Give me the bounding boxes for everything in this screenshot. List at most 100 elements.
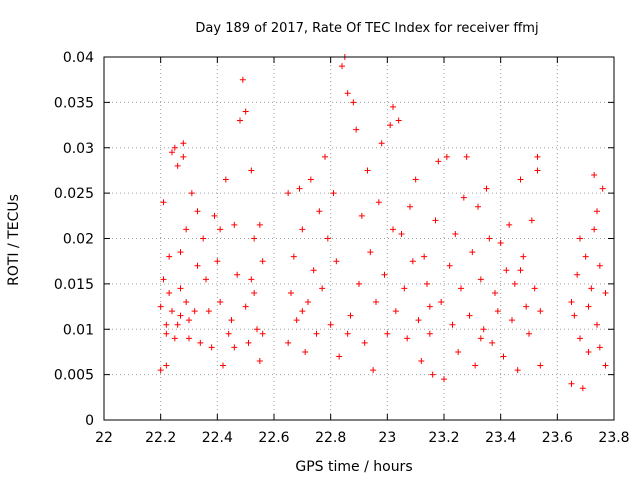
- data-point: [480, 326, 487, 333]
- x-tick-label: 23: [378, 430, 396, 446]
- data-point: [177, 249, 184, 256]
- data-point: [239, 76, 246, 83]
- data-point: [225, 330, 232, 337]
- data-point: [358, 212, 365, 219]
- data-point: [424, 280, 430, 287]
- data-point: [534, 153, 541, 160]
- x-tick-label: 22.2: [145, 430, 176, 446]
- data-point: [429, 371, 436, 378]
- data-point: [526, 330, 532, 337]
- x-tick-label: 23.8: [598, 430, 629, 446]
- data-point: [299, 226, 306, 233]
- data-point: [316, 208, 323, 215]
- data-point: [469, 249, 476, 256]
- data-point: [517, 267, 524, 274]
- data-point: [509, 317, 515, 324]
- data-point: [299, 308, 306, 315]
- data-point: [166, 253, 173, 260]
- data-point: [579, 385, 586, 392]
- data-point: [177, 312, 184, 319]
- data-point: [407, 203, 413, 210]
- data-point: [497, 240, 504, 247]
- data-point: [438, 299, 445, 306]
- data-point: [302, 348, 309, 355]
- data-point: [492, 289, 498, 296]
- data-point: [344, 330, 351, 337]
- data-point: [395, 117, 402, 124]
- data-point: [163, 362, 170, 369]
- data-point: [313, 330, 320, 337]
- data-point: [288, 289, 294, 296]
- data-point: [245, 339, 252, 346]
- y-tick-label: 0.015: [54, 277, 94, 293]
- data-point: [251, 289, 258, 296]
- data-point: [435, 158, 442, 165]
- data-point: [585, 303, 592, 310]
- data-point: [500, 353, 507, 360]
- data-point: [384, 330, 391, 337]
- data-point: [466, 312, 473, 319]
- data-point: [452, 230, 459, 237]
- data-point: [163, 321, 170, 328]
- data-point: [494, 308, 501, 315]
- data-point: [398, 230, 405, 237]
- x-tick-label: 22.6: [258, 430, 289, 446]
- data-point: [353, 126, 360, 133]
- data-point: [373, 299, 379, 306]
- data-point: [254, 326, 260, 333]
- data-point: [336, 353, 343, 360]
- data-point: [324, 235, 331, 242]
- y-tick-label: 0.04: [63, 50, 94, 66]
- data-point: [582, 253, 589, 260]
- data-point: [234, 271, 241, 278]
- data-point: [237, 117, 243, 124]
- data-point: [197, 339, 204, 346]
- data-point: [203, 276, 209, 283]
- data-point: [305, 299, 311, 306]
- data-point: [191, 308, 198, 315]
- data-point: [381, 271, 388, 278]
- data-point: [208, 344, 215, 351]
- data-points: [157, 54, 609, 392]
- data-point: [441, 376, 447, 383]
- data-point: [188, 190, 195, 197]
- x-tick-label: 23.2: [428, 430, 459, 446]
- data-point: [205, 308, 212, 315]
- data-point: [602, 362, 609, 369]
- data-point: [506, 221, 513, 228]
- data-point: [602, 289, 609, 296]
- data-point: [449, 321, 456, 328]
- data-point: [364, 167, 371, 174]
- data-point: [290, 253, 297, 260]
- data-point: [248, 167, 255, 174]
- data-point: [259, 330, 266, 337]
- data-point: [347, 312, 354, 319]
- y-tick-label: 0: [85, 413, 94, 429]
- data-point: [296, 185, 303, 192]
- data-point: [390, 103, 396, 110]
- data-point: [344, 90, 351, 97]
- data-point: [217, 226, 224, 233]
- data-point: [517, 176, 524, 183]
- data-point: [596, 262, 603, 269]
- data-point: [177, 285, 184, 292]
- data-point: [186, 335, 192, 342]
- data-point: [378, 140, 385, 147]
- data-point: [194, 262, 201, 269]
- data-point: [409, 258, 416, 265]
- data-point: [528, 217, 535, 224]
- data-point: [356, 280, 362, 287]
- data-point: [327, 321, 334, 328]
- data-point: [483, 185, 490, 192]
- data-point: [404, 335, 411, 342]
- data-point: [415, 317, 422, 324]
- data-point: [171, 144, 178, 151]
- data-point: [585, 348, 592, 355]
- data-point: [367, 249, 374, 256]
- data-point: [242, 108, 249, 115]
- data-point: [588, 285, 595, 292]
- x-axis-label: GPS time / hours: [295, 459, 412, 475]
- data-point: [463, 153, 470, 160]
- x-tick-label: 22.8: [315, 430, 346, 446]
